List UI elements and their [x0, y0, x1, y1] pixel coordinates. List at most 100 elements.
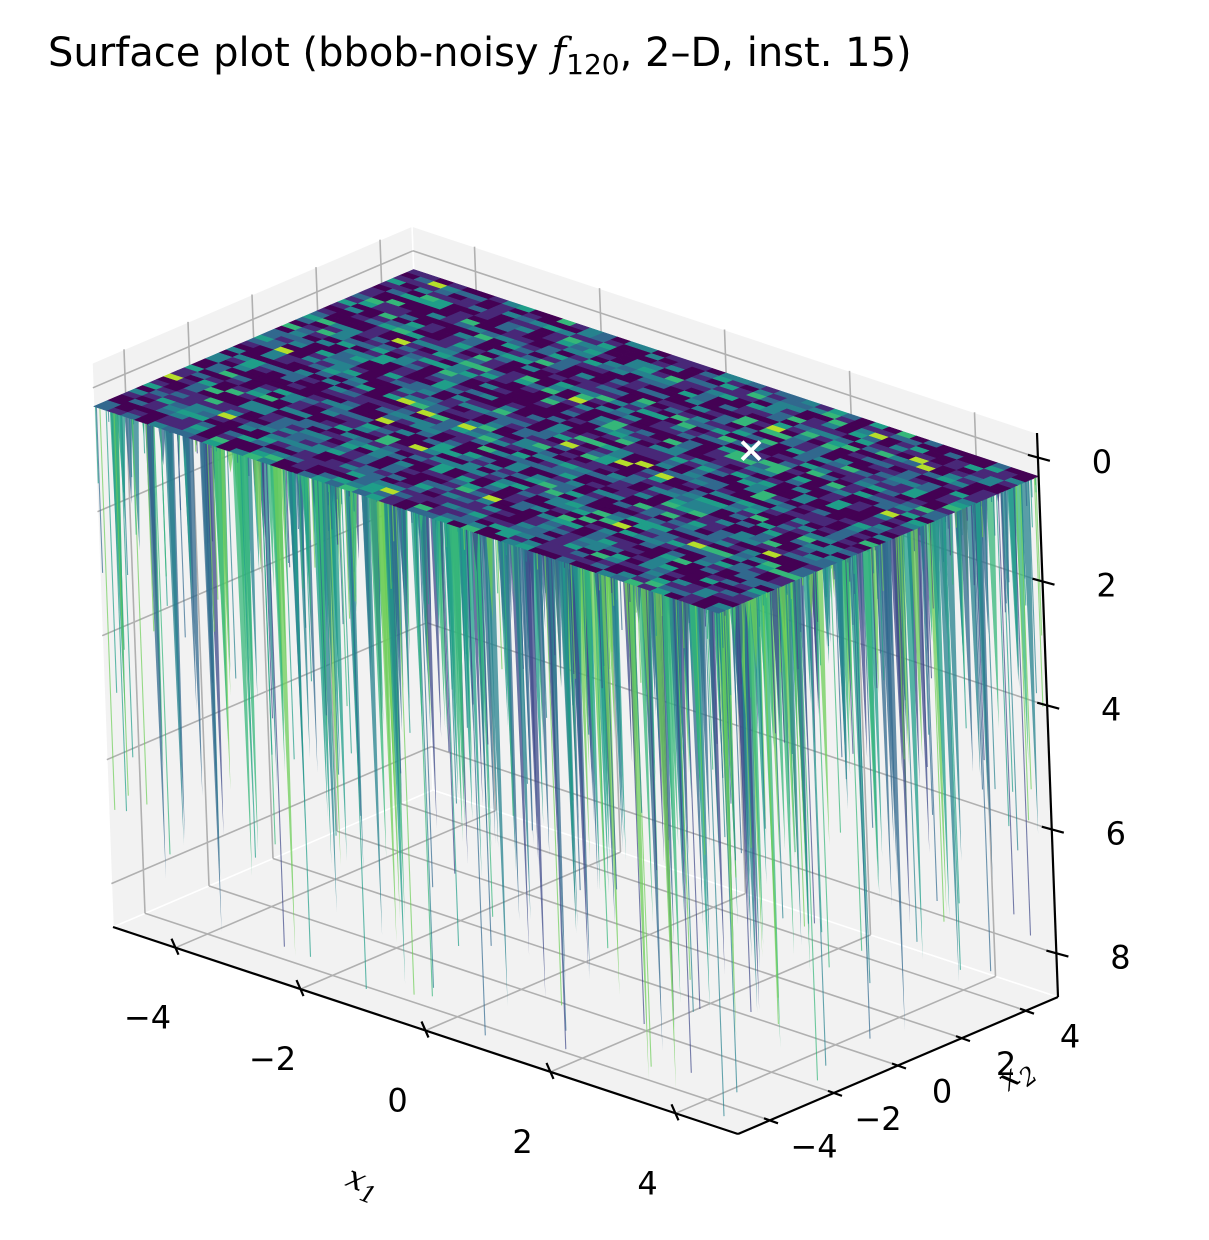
surface-side-spike [1000, 492, 1006, 613]
surface-front-spike [479, 534, 489, 745]
surface-front-spike [441, 521, 456, 874]
surface-spike [888, 521, 903, 774]
surface-side-spike [895, 537, 905, 760]
surface-side-spike [756, 597, 766, 829]
surface-side-spike [741, 603, 752, 848]
surface-front-spike [695, 605, 706, 855]
surface-side-spike [806, 575, 827, 1066]
surface-side-spike [1030, 479, 1033, 498]
surface-front-spike [208, 444, 214, 542]
surface-side-spike [871, 547, 878, 689]
surface-spike [902, 526, 923, 960]
grid-floor-y [400, 802, 1027, 1012]
surface-spike [660, 578, 681, 1004]
surface-spike [416, 486, 428, 676]
surface-front-spike [150, 425, 156, 518]
surface-front-spike [368, 497, 371, 519]
surface-front-spike [632, 585, 643, 813]
surface-front-spike [525, 549, 527, 562]
surface-spike [587, 517, 606, 904]
surface-front-spike [563, 562, 574, 801]
surface-front-spike [660, 594, 663, 617]
surface-front-spike [282, 469, 295, 760]
surface-front-spike [113, 413, 129, 796]
surface-front-spike [704, 608, 725, 1117]
surface-front-spike [706, 609, 714, 770]
grid-floor-y [336, 830, 963, 1039]
surface-front-spike [131, 418, 137, 535]
surface-spike [409, 489, 424, 748]
x-axis-label: x1 [339, 1157, 386, 1210]
surface-side-spike [801, 577, 816, 924]
y-tick [827, 1089, 843, 1097]
surface-side-spike [1030, 479, 1033, 528]
surface-side-spike [966, 507, 968, 521]
z-tick [1027, 453, 1051, 462]
surface-front-spike [350, 491, 356, 602]
surface-front-spike [711, 611, 718, 744]
surface-side-spike [761, 594, 779, 1025]
surface-front-spike [262, 462, 274, 719]
surface-front-spike [634, 585, 637, 613]
surface-side-spike [1004, 490, 1010, 583]
surface-front-spike [211, 445, 219, 600]
surface-front-spike [715, 612, 726, 838]
surface-front-spike [239, 454, 257, 858]
surface-side-spike [875, 545, 881, 654]
surface-spike [287, 449, 304, 776]
surface-side-spike [731, 607, 742, 854]
surface-side-spike [972, 504, 992, 972]
surface-spike [979, 493, 989, 635]
surface-front-spike [415, 513, 435, 988]
surface-spike [718, 502, 738, 925]
surface-front-spike [120, 415, 125, 493]
y-tick [891, 1062, 907, 1070]
surface-front-spike [160, 428, 167, 577]
surface-front-spike [581, 568, 590, 735]
surface-front-spike [459, 527, 468, 728]
surface-front-spike [387, 503, 392, 589]
surface-spike [198, 425, 222, 933]
z-axis-line [1035, 432, 1060, 998]
surface-front-spike [177, 434, 186, 638]
surface-spike [552, 542, 562, 688]
surface-spike [430, 491, 440, 637]
surface-side-spike [878, 544, 885, 681]
y-tick-label: −2 [854, 1100, 901, 1138]
surface-side-spike [997, 493, 1015, 915]
surface-spike [599, 563, 620, 996]
surface-spike [854, 526, 868, 758]
surface-side-spike [762, 594, 779, 998]
surface-side-spike [1033, 478, 1044, 707]
x-tick [420, 1021, 430, 1038]
surface-side-spike [917, 527, 928, 768]
surface-side-spike [1013, 486, 1032, 936]
surface-spike [164, 429, 184, 846]
surface-side-spike [1020, 483, 1026, 579]
surface-side-spike [829, 565, 842, 833]
surface-side-spike [992, 495, 996, 536]
surface-front-spike [654, 592, 657, 636]
surface-side-spike [794, 580, 799, 670]
surface-front-spike [390, 504, 402, 774]
surface-side-spike [960, 509, 963, 536]
surface-front-spike [593, 571, 609, 949]
surface-side-spike [848, 557, 851, 582]
surface-front-spike [536, 553, 539, 570]
surface-front-spike [338, 487, 348, 707]
chart-title: Surface plot (bbob-noisy f120, 2–D, inst… [48, 30, 912, 81]
surface-spike [232, 452, 252, 877]
surface-spike [644, 451, 660, 766]
surface-spike [770, 583, 780, 727]
surface-spike [205, 443, 224, 836]
surface-front-spike [466, 529, 474, 705]
optimum-marker-stroke [740, 440, 762, 462]
surface-spike [937, 511, 959, 983]
surface-front-spike [340, 488, 352, 754]
surface-front-spike [681, 601, 685, 649]
surface-spike [777, 569, 786, 668]
x-tick-label: 2 [512, 1123, 532, 1161]
surface-spike [640, 566, 663, 1051]
surface-front-spike [105, 410, 118, 693]
surface-front-spike [495, 539, 499, 594]
